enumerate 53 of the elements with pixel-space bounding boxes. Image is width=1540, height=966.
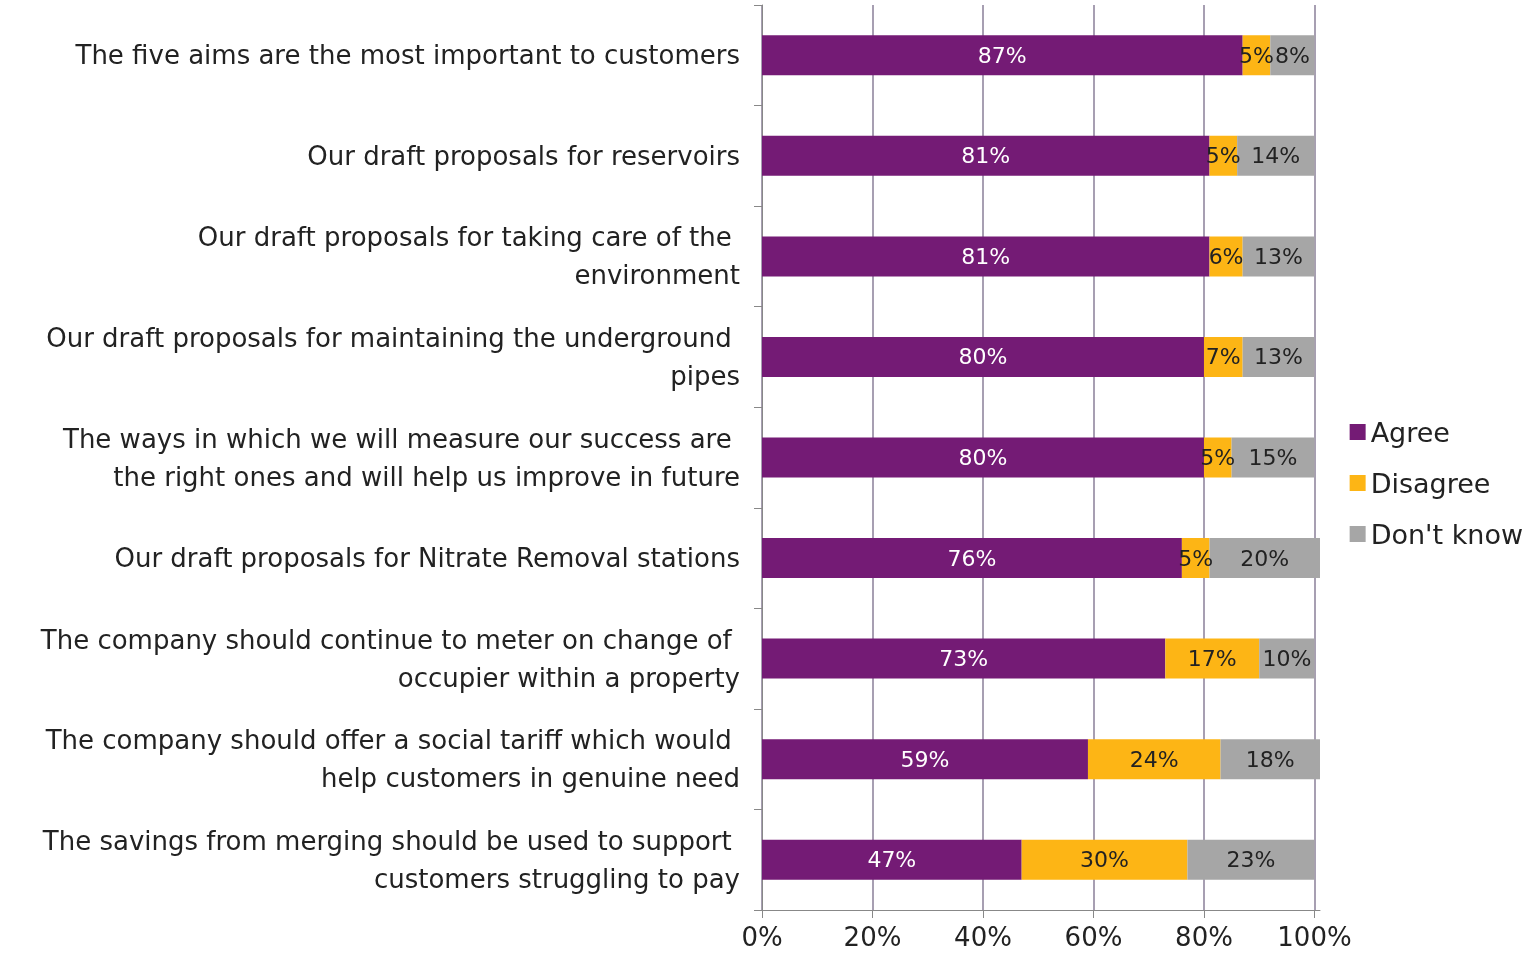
text: 13% [1254,344,1304,370]
text: 24% [1129,746,1179,772]
text: 23% [1226,847,1276,873]
bar [762,739,1088,780]
bar [762,538,1182,579]
text: 59% [900,746,950,772]
bar [762,638,1166,679]
y-tick-label: The company should offer a social tariff which would help customers in genuine need [44,725,740,794]
text: 76% [947,545,997,571]
bar [1087,739,1221,780]
bar [762,336,1204,377]
x-tick-label: 20% [843,922,902,952]
y-tick-label: Our draft proposals for maintaining the underground pipes [46,322,740,391]
text: 30% [1080,847,1129,873]
y-tick-label: The savings from merging should be used to support customers struggling to pay [41,825,740,894]
y-tick-label: Our draft proposals for reservoirs [307,140,740,171]
text: 8% [1274,42,1310,68]
text: 20% [1240,545,1290,571]
x-tick-label: 100% [1277,922,1352,952]
text: 87% [977,42,1027,68]
text: 80% [958,344,1008,370]
bar [1021,839,1188,880]
text: 18% [1245,746,1295,772]
bar [762,839,1022,880]
text: 7% [1205,344,1241,370]
x-tick-label: 40% [954,922,1012,952]
bar [1220,739,1320,780]
text: 81% [961,143,1011,169]
text: 6% [1208,243,1244,269]
x-tick-label: 80% [1175,922,1233,952]
text: 14% [1251,143,1301,169]
legend-label: Agree [1370,416,1450,448]
y-tick-label: Our draft proposals for taking care of the environment [197,222,740,291]
bar [1165,638,1260,679]
text: 47% [867,847,917,873]
text: 81% [961,243,1011,269]
bar [1187,839,1315,880]
x-tick-label: 0% [741,922,783,952]
y-tick-label: The five aims are the most important to customers [74,40,740,71]
text: 15% [1248,445,1298,470]
text: 17% [1187,646,1237,672]
y-tick-label: Our draft proposals for Nitrate Removal stations [114,543,740,574]
text: 10% [1262,646,1312,672]
y-tick-label: The ways in which we will measure our success are the right ones and will help us improve in future [62,423,740,492]
text: 80% [958,445,1008,470]
legend-label: Don't know [1370,518,1524,550]
text: 73% [939,646,989,672]
x-tick-label: 60% [1064,922,1123,952]
y-tick-label: The company should continue to meter on change of occupier within a property [39,624,740,693]
bar [762,437,1204,478]
text: 13% [1254,243,1304,269]
bar [762,236,1210,277]
legend-label: Disagree [1370,467,1491,499]
